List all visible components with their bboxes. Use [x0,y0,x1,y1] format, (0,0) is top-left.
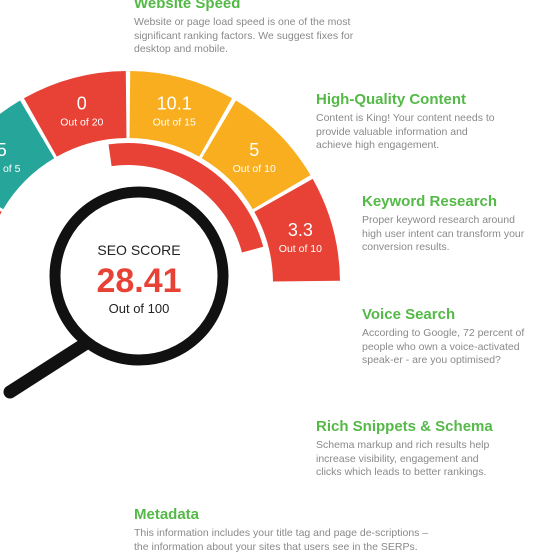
category-description: Proper keyword research around high user… [362,214,525,253]
segment-2 [0,100,55,210]
category-rich-snippets-schema: Rich Snippets & Schema Schema markup and… [316,418,548,480]
category-website-speed: Website Speed Website or page load speed… [134,0,366,57]
segment-2-value: 5 [0,140,7,160]
segment-4 [129,71,233,157]
category-title: Website Speed [134,0,241,12]
segment-4-out-of: Out of 15 [153,117,196,129]
category-metadata: Metadata This information includes your … [134,506,434,554]
segment-5-out-of: Out of 10 [233,163,276,175]
category-title: Keyword Research [362,193,498,210]
category-keyword-research: Keyword Research Proper keyword research… [362,193,550,255]
segment-6 [254,178,340,282]
segment-3-value: 0 [77,94,87,114]
category-description: Website or page load speed is one of the… [134,16,354,55]
category-voice-search: Voice Search According to Google, 72 per… [362,306,550,368]
category-title: Rich Snippets & Schema [316,418,493,435]
seo-score-out-of: Out of 100 [109,301,170,316]
segment-6-value: 3.3 [288,220,313,240]
segment-4-value: 10.1 [157,94,192,114]
segment-5 [201,100,311,210]
inner-score-arc [108,142,264,253]
category-description: Content is King! Your content needs to p… [316,112,495,151]
segment-3-out-of: Out of 20 [60,117,103,129]
category-title: Metadata [134,506,200,523]
segment-6-out-of: Out of 10 [279,243,322,255]
segment-5-value: 5 [249,140,259,160]
seo-score-label: SEO SCORE [97,242,180,258]
category-description: According to Google, 72 percent of peopl… [362,327,525,366]
category-title: High-Quality Content [316,91,466,108]
magnifier-lens [49,186,229,366]
segment-3 [23,71,127,157]
segment-2-out-of: Out of 5 [0,163,21,175]
seo-score-value: 28.41 [96,262,181,300]
segment-1 [0,210,2,216]
category-title: Voice Search [362,306,456,323]
category-description: Schema markup and rich results help incr… [316,439,490,478]
magnifier-handle [3,335,95,399]
category-description: This information includes your title tag… [134,527,429,553]
category-high-quality-content: High-Quality Content Content is King! Yo… [316,91,548,153]
